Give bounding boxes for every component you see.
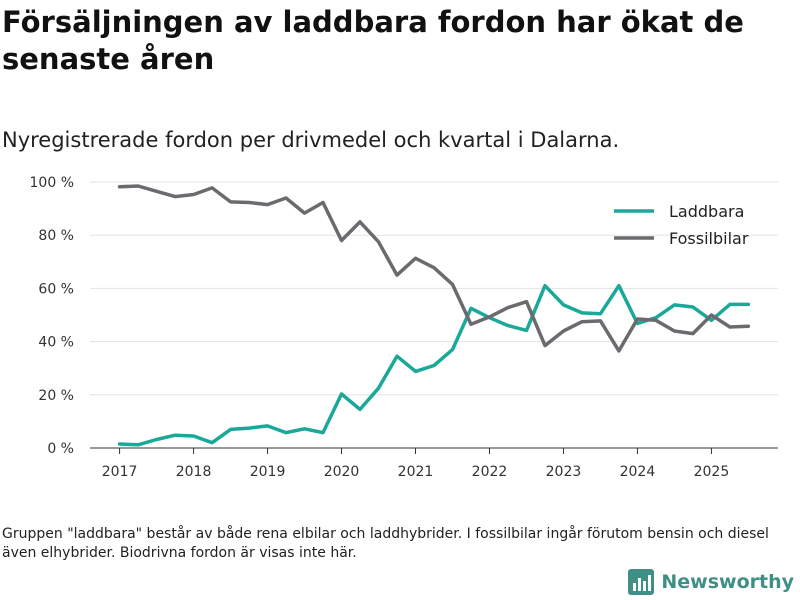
legend-label-laddbara: Laddbara — [669, 202, 744, 221]
legend-label-fossilbilar: Fossilbilar — [669, 229, 749, 248]
x-axis: 2017 2018 2019 2020 2021 2022 2023 2024 2025 — [90, 447, 778, 480]
gridlines — [90, 181, 778, 396]
y-tick-label: 0 % — [47, 441, 74, 457]
x-tick-label: 2021 — [398, 464, 434, 480]
y-tick-label: 20 % — [38, 388, 74, 404]
x-tick-label: 2025 — [694, 464, 730, 480]
footnote: Gruppen "laddbara" består av både rena e… — [2, 526, 769, 561]
x-tick-label: 2019 — [250, 464, 286, 480]
series-lines — [117, 184, 751, 447]
legend: Laddbara Fossilbilar — [614, 202, 749, 248]
newsworthy-logo-icon — [628, 569, 655, 595]
chart-subtitle: Nyregistrerade fordon per drivmedel och … — [2, 128, 620, 152]
x-tick-label: 2017 — [102, 464, 138, 480]
series-line-laddbara — [117, 283, 751, 447]
x-tick-label: 2018 — [176, 464, 212, 480]
y-tick-label: 80 % — [38, 228, 74, 244]
y-axis-tick-labels: 0 % 20 % 40 % 60 % 80 % 100 % — [30, 175, 74, 457]
x-tick-label: 2023 — [546, 464, 582, 480]
x-tick-label: 2022 — [472, 464, 508, 480]
brand-name: Newsworthy — [661, 571, 794, 593]
y-tick-label: 100 % — [30, 175, 74, 191]
line-chart: 0 % 20 % 40 % 60 % 80 % 100 % 2017 2018 2019 202… — [30, 175, 778, 480]
brand-logo: Newsworthy — [627, 568, 794, 596]
y-tick-label: 60 % — [38, 281, 74, 297]
y-tick-label: 40 % — [38, 335, 74, 351]
x-tick-label: 2024 — [620, 464, 656, 480]
series-line-fossilbilar — [117, 184, 751, 353]
chart-title: Försäljningen av laddbara fordon har öka… — [2, 5, 744, 76]
x-tick-label: 2020 — [324, 464, 360, 480]
